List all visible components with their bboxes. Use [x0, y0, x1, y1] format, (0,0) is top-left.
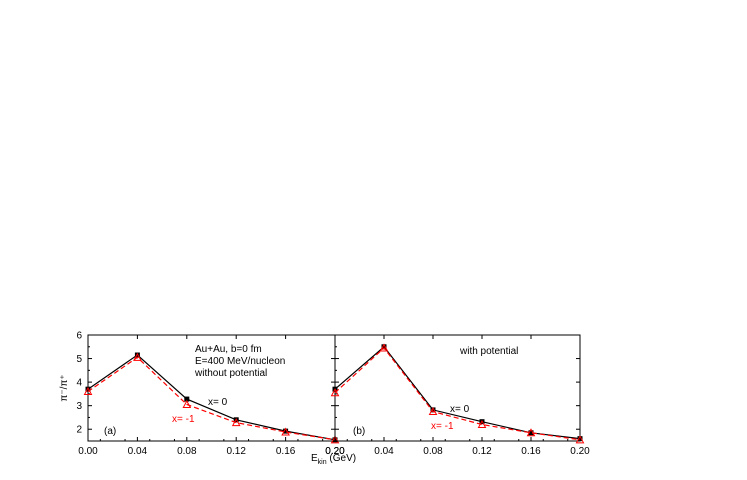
panel-a-x-tick-label: 0.04	[128, 446, 148, 457]
panel-b-series-line-1	[334, 347, 581, 441]
panel-b-x-tick-label: 0.16	[521, 446, 541, 457]
panel-b-series-label-x-1: x= -1	[431, 421, 454, 432]
panel-b-x-tick-label: 0.20	[570, 446, 590, 457]
panel-a-y-ticks: 2 3 4 5 6	[76, 331, 335, 442]
panel-a-y-tick-label: 5	[76, 354, 82, 365]
panel-b-series-line-0	[334, 345, 581, 440]
panel-a-y-tick-label: 2	[76, 425, 82, 436]
panel-b-point-square	[430, 407, 436, 413]
panel-b: 0.20 0.04 0.08 0.12 0.16 0.20 (b) with potent…	[325, 334, 590, 457]
y-axis-title: π⁻/π⁺	[59, 374, 70, 401]
panel-a-point-triangle	[83, 386, 93, 396]
panel-a-point-triangle	[231, 418, 241, 427]
panel-a-point-triangle	[330, 435, 340, 444]
panel-b-point-triangle	[330, 388, 340, 397]
panel-a-x-ticks: 0.00 0.04 0.08 0.12 0.16 0.20	[78, 335, 345, 457]
panel-b-annotation: with potential	[459, 346, 518, 357]
panel-b-x-tick-label: 0.04	[374, 446, 394, 457]
panel-a-point-square	[283, 428, 289, 434]
panel-b-x-tick-label: 0.20	[325, 446, 345, 457]
panel-a-series-label-x0: x= 0	[208, 397, 228, 408]
panel-a-point-triangle	[182, 399, 192, 408]
panel-a-point-triangle	[281, 427, 290, 436]
panel-b-x-ticks: 0.20 0.04 0.08 0.12 0.16 0.20	[325, 335, 590, 457]
panel-a-annotation-line-3: without potential	[194, 368, 267, 379]
panel-a-x-tick-label: 0.08	[177, 446, 197, 457]
panel-a-point-square	[184, 396, 190, 402]
panel-b-point-triangle	[428, 407, 438, 416]
panel-b-point-triangle	[526, 428, 536, 437]
panel-a-series-line-0	[87, 354, 336, 441]
panel-a-x-tick-label: 0.16	[276, 446, 296, 457]
panel-b-point-square	[577, 436, 583, 442]
panel-b-point-square	[381, 344, 387, 350]
panel-a-x-tick-label: 0.12	[226, 446, 246, 457]
panel-a-y-tick-label: 3	[76, 401, 82, 412]
panel-a-point-triangle	[133, 352, 142, 361]
panel-b-frame	[334, 334, 581, 442]
panel-b-series-label-x0: x= 0	[450, 404, 470, 415]
panel-b-point-triangle	[379, 343, 389, 352]
panel-b-x-tick-label: 0.12	[472, 446, 492, 457]
panel-a-annotation-line-1: Au+Au, b=0 fm	[195, 344, 262, 355]
panel-b-point-triangle	[575, 435, 585, 444]
x-axis-title: Ekin (GeV)	[311, 453, 356, 466]
panel-b-series	[330, 343, 585, 444]
panel-a-series-label-x-1: x= -1	[172, 414, 195, 425]
panel-a-x-tick-label: 0.20	[325, 446, 345, 457]
panel-a: 2 3 4 5 6 0.00 0.04 0.08 0.12 0.16 0.20 (a) Au+Au…	[76, 331, 345, 458]
panel-a-series-line-1	[87, 356, 336, 441]
panel-a-point-square	[85, 386, 91, 392]
panel-a-annotation-line-2: E=400 MeV/nucleon	[195, 356, 285, 367]
panel-b-point-triangle	[477, 419, 487, 429]
panel-b-y-ticks	[335, 334, 580, 442]
panel-b-label: (b)	[353, 426, 365, 437]
panel-b-x-tick-label: 0.08	[423, 446, 443, 457]
panel-a-x-tick-label: 0.00	[78, 446, 98, 457]
panel-a-y-tick-label: 6	[76, 331, 82, 342]
panel-a-point-square	[134, 352, 140, 358]
panel-a-label: (a)	[104, 426, 116, 437]
panel-a-y-tick-label: 4	[76, 378, 82, 389]
panel-b-point-square	[528, 430, 534, 436]
